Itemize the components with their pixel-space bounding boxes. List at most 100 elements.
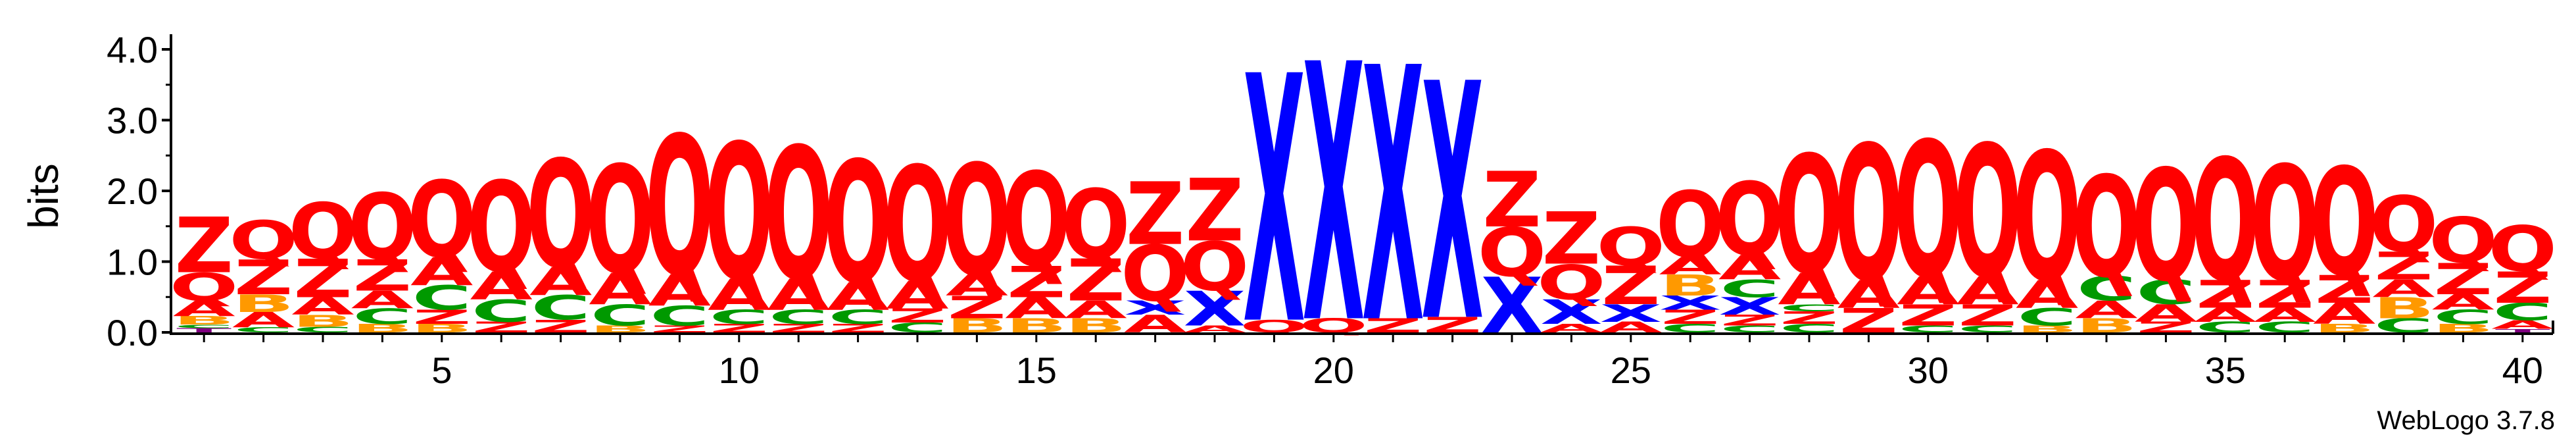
logo-glyph-a: A [589, 265, 651, 315]
logo-glyph-b: B [352, 322, 414, 335]
logo-glyph-q: Q [883, 134, 952, 317]
logo-glyph-q: Q [467, 155, 536, 300]
logo-glyph-z: Z [2493, 263, 2552, 313]
logo-glyph-b: B [2016, 324, 2078, 335]
logo-glyph-c: C [1661, 322, 1720, 335]
logo-glyph-a: A [410, 249, 473, 294]
logo-glyph-q: Q [1002, 145, 1071, 296]
logo-glyph-a: A [827, 274, 889, 319]
logo-glyph-c: C [2017, 303, 2076, 331]
logo-glyph-z: Z [710, 322, 768, 335]
logo-glyph-z: Z [1601, 256, 1660, 317]
logo-glyph-a: A [470, 264, 533, 309]
logo-glyph-c: C [293, 325, 352, 334]
logo-glyph-c: C [1720, 275, 1779, 303]
logo-glyph-a: A [1183, 324, 1246, 335]
logo-glyph-a: A [708, 271, 770, 321]
logo-glyph-c: C [2077, 270, 2136, 309]
logo-glyph-z: Z [650, 324, 709, 335]
logo-glyph-b: B [2433, 322, 2494, 335]
logo-glyph-q: Q [2072, 147, 2141, 309]
logo-glyph-z: Z [769, 322, 828, 335]
logo-glyph-z: Z [2434, 255, 2492, 305]
logo-glyph-z: Z [1185, 161, 1244, 261]
logo-glyph-a: A [173, 297, 236, 321]
logo-glyph-q: Q [2191, 125, 2260, 319]
logo-glyph-q: Q [1715, 161, 1784, 278]
y-tick-label: 0.0 [107, 312, 158, 353]
logo-glyph-q: Q [170, 265, 239, 310]
logo-glyph-q: Q [2489, 213, 2558, 286]
logo-glyph-a: A [2194, 304, 2256, 326]
logo-glyph-c: C [1720, 324, 1779, 335]
logo-glyph-b: B [233, 290, 295, 318]
x-tick-label: 20 [1313, 349, 1354, 391]
logo-glyph-z: Z [2374, 244, 2433, 289]
logo-glyph-q: Q [645, 96, 714, 319]
logo-glyph-a: A [351, 286, 414, 314]
logo-glyph-z: Z [1126, 164, 1184, 264]
logo-glyph-z: Z [1482, 156, 1541, 245]
logo-glyph-c: C [174, 324, 233, 330]
logo-glyph-a: A [232, 308, 295, 332]
x-tick-label: 40 [2502, 349, 2543, 391]
logo-glyph-c: C [2493, 298, 2552, 326]
logo-glyph-a: A [946, 269, 1008, 302]
logo-glyph-q: Q [1478, 213, 1547, 292]
logo-glyph-b: B [2373, 292, 2435, 325]
logo-glyph-a: A [529, 259, 592, 304]
logo-glyph-c: C [1780, 322, 1839, 335]
logo-glyph-c: C [472, 294, 531, 329]
logo-glyph-c: C [352, 305, 412, 329]
x-tick-label: 10 [719, 349, 760, 391]
y-axis-label: bits [20, 163, 67, 229]
logo-glyph-q: Q [1953, 109, 2022, 319]
logo-glyph-a: A [1005, 292, 1067, 325]
logo-glyph-a: A [1837, 272, 1900, 317]
logo-glyph-b: B [2314, 322, 2375, 335]
logo-glyph-q: Q [586, 135, 655, 307]
logo-glyph-q: Q [348, 174, 417, 280]
weblogo-credit: WebLogo 3.7.8 [2377, 406, 2555, 435]
logo-glyph-a: A [2372, 275, 2435, 303]
logo-glyph-a: A [1778, 265, 1840, 315]
logo-glyph-q: Q [289, 188, 358, 276]
logo-glyph-z: Z [1720, 312, 1779, 328]
logo-glyph-z: Z [293, 249, 352, 309]
logo-glyph-z: Z [1542, 197, 1601, 281]
y-tick-label: 4.0 [107, 29, 158, 70]
axis-ticks: 0.0 1.0 2.0 3.0 4.0 5 10 15 20 25 30 35 40 [107, 29, 2543, 391]
logo-glyph-x: X [1718, 293, 1781, 321]
logo-glyph-c: C [828, 306, 887, 328]
logo-glyph-c: C [710, 306, 769, 328]
logo-glyph-q: Q [2310, 137, 2379, 309]
logo-glyph-a: A [2254, 304, 2316, 326]
logo-glyph-q: Q [2012, 116, 2081, 321]
logo-glyph-a: A [2313, 297, 2375, 330]
logo-glyph-q: Q [2131, 137, 2200, 315]
logo-glyph-b: B [173, 314, 235, 327]
logo-glyph-q: Q [1894, 103, 1963, 321]
logo-glyph-a: A [1065, 296, 1127, 324]
logo-glyph-q: Q [2429, 205, 2498, 277]
logo-glyph-z: Z [234, 249, 293, 305]
logo-glyph-z: Z [1007, 258, 1065, 308]
logo-glyph-z: Z [2256, 272, 2314, 317]
logo-glyph-q: Q [1537, 255, 1606, 311]
logo-glyph-c: C [1899, 324, 1958, 335]
logo-glyph-z: Z [2315, 267, 2373, 312]
logo-glyph-a: A [1718, 249, 1781, 288]
logo-glyph-t: T [176, 327, 232, 334]
logo-glyph-a: A [2075, 296, 2137, 324]
logo-glyph-b: B [589, 324, 651, 335]
logo-glyph-q: Q [1121, 230, 1190, 319]
logo-glyph-c: C [769, 306, 828, 328]
logo-glyph-a: A [2432, 290, 2495, 315]
logo-glyph-a: A [2491, 318, 2554, 331]
logo-glyph-t: T [2495, 328, 2550, 334]
logo-glyph-c: C [412, 279, 472, 318]
logo-glyph-c: C [2433, 306, 2492, 328]
logo-glyph-q: Q [1656, 172, 1725, 278]
logo-glyph-c: C [1780, 302, 1839, 313]
